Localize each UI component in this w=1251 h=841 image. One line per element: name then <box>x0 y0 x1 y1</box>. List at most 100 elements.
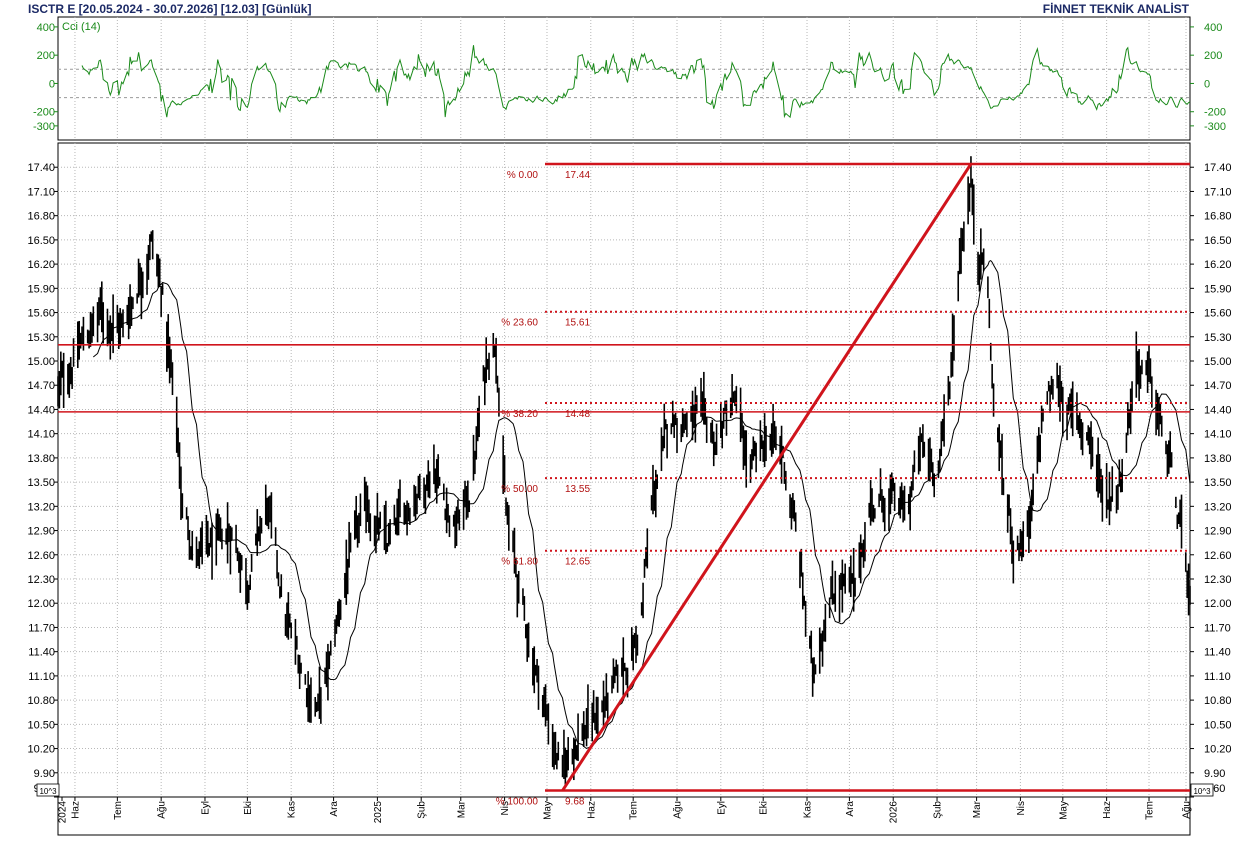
price-tick-label: 13.80 <box>1204 453 1232 465</box>
price-tick-label: 16.80 <box>1204 211 1232 223</box>
date-label: 2026 <box>889 801 900 824</box>
date-label: Şub <box>417 801 428 819</box>
price-tick-label: 12.30 <box>1204 574 1232 586</box>
date-label: Mar <box>456 800 467 818</box>
price-tick-label: 15.60 <box>1204 308 1232 320</box>
date-label: Eki <box>243 801 254 815</box>
fib-value-label: 13.55 <box>565 484 590 495</box>
multiplier-label: 10^3 <box>39 787 57 796</box>
cci-tick-label: -200 <box>1204 107 1226 119</box>
price-tick-label: 16.80 <box>27 211 55 223</box>
price-tick-label: 17.40 <box>1204 162 1232 174</box>
price-tick-label: 15.30 <box>27 332 55 344</box>
price-tick-label: 13.50 <box>27 477 55 489</box>
date-label: Nis <box>500 801 511 815</box>
fib-pct-label: % 50.00 <box>501 484 538 495</box>
date-label: Tem <box>113 801 124 820</box>
date-label: 2024 <box>58 801 69 824</box>
date-label: Eki <box>759 801 770 815</box>
date-label: Haz <box>70 801 81 819</box>
price-tick-label: 10.50 <box>27 719 55 731</box>
price-tick-label: 12.60 <box>1204 550 1232 562</box>
fib-pct-label: % 0.00 <box>507 170 539 181</box>
price-tick-label: 12.90 <box>27 526 55 538</box>
date-label: Kas <box>287 801 298 818</box>
date-label: Nis <box>1016 801 1027 815</box>
price-tick-label: 15.90 <box>1204 283 1232 295</box>
price-tick-label: 14.70 <box>1204 380 1232 392</box>
price-tick-label: 15.00 <box>27 356 55 368</box>
price-tick-label: 12.00 <box>27 598 55 610</box>
cci-legend-label: Cci (14) <box>62 21 101 33</box>
cci-line <box>81 45 1191 119</box>
date-label: Ağu <box>1182 801 1193 819</box>
price-tick-label: 11.70 <box>1204 622 1231 634</box>
price-tick-label: 10.80 <box>1204 695 1232 707</box>
price-tick-label: 17.10 <box>1204 186 1232 198</box>
cci-tick-label: 400 <box>1204 22 1222 34</box>
date-label: Ağu <box>672 801 683 819</box>
price-tick-label: 9.90 <box>1204 768 1225 780</box>
date-label: 2025 <box>373 801 384 824</box>
fib-pct-label: % 61.80 <box>501 557 538 568</box>
fib-pct-label: % 23.60 <box>501 318 538 329</box>
price-tick-label: 12.60 <box>27 550 55 562</box>
price-tick-label: 16.50 <box>1204 235 1232 247</box>
price-tick-label: 16.20 <box>1204 259 1232 271</box>
fib-value-label: 15.61 <box>565 318 590 329</box>
fib-pct-label: % 100.00 <box>496 797 539 808</box>
price-tick-label: 12.30 <box>27 574 55 586</box>
date-label: Eyl <box>716 801 727 815</box>
cci-tick-label: 200 <box>37 50 55 62</box>
price-tick-label: 17.10 <box>27 186 55 198</box>
price-tick-label: 13.20 <box>1204 501 1232 513</box>
price-tick-label: 13.80 <box>27 453 55 465</box>
price-tick-label: 11.10 <box>1204 671 1231 683</box>
cci-tick-label: 200 <box>1204 50 1222 62</box>
price-tick-label: 14.10 <box>1204 429 1232 441</box>
price-tick-label: 13.20 <box>27 501 55 513</box>
price-tick-label: 16.20 <box>27 259 55 271</box>
fib-value-label: 14.48 <box>565 409 590 420</box>
brand-label: FİNNET TEKNİK ANALİST <box>1042 2 1189 16</box>
cci-tick-label: 0 <box>1204 78 1210 90</box>
date-axis-frame <box>57 796 1191 836</box>
fib-pct-label: % 38.20 <box>501 409 538 420</box>
price-tick-label: 15.30 <box>1204 332 1232 344</box>
price-tick-label: 12.90 <box>1204 526 1232 538</box>
cci-tick-label: -200 <box>33 107 55 119</box>
price-tick-label: 11.70 <box>28 622 55 634</box>
date-label: Haz <box>1102 801 1113 819</box>
price-tick-label: 12.00 <box>1204 598 1232 610</box>
date-label: Tem <box>1145 801 1156 820</box>
moving-average-line <box>92 259 1191 749</box>
date-label: Mar <box>972 800 983 818</box>
cci-tick-label: 400 <box>37 22 55 34</box>
date-label: Ağu <box>157 801 168 819</box>
price-tick-label: 11.40 <box>1204 647 1231 659</box>
date-label: Ara <box>329 801 340 817</box>
price-tick-label: 9.90 <box>34 768 55 780</box>
price-tick-label: 14.70 <box>27 380 55 392</box>
price-tick-label: 15.00 <box>1204 356 1232 368</box>
fib-trend-line <box>561 163 973 792</box>
date-label: Kas <box>803 801 814 818</box>
date-label: May <box>1058 801 1069 820</box>
price-tick-label: 16.50 <box>27 235 55 247</box>
fib-value-label: 17.44 <box>565 170 590 181</box>
date-label: Haz <box>586 801 597 819</box>
date-label: Ara <box>845 801 856 817</box>
date-label: Tem <box>629 801 640 820</box>
price-tick-label: 11.10 <box>28 671 55 683</box>
price-tick-label: 10.20 <box>27 744 55 756</box>
price-tick-label: 17.40 <box>27 162 55 174</box>
price-tick-label: 10.20 <box>1204 744 1232 756</box>
fib-value-label: 9.68 <box>565 797 585 808</box>
price-tick-label: 13.50 <box>1204 477 1232 489</box>
price-tick-label: 15.60 <box>27 308 55 320</box>
price-tick-label: 10.80 <box>27 695 55 707</box>
indicator-panel <box>57 16 1191 141</box>
date-label: Şub <box>933 801 944 819</box>
price-tick-label: 14.40 <box>27 404 55 416</box>
